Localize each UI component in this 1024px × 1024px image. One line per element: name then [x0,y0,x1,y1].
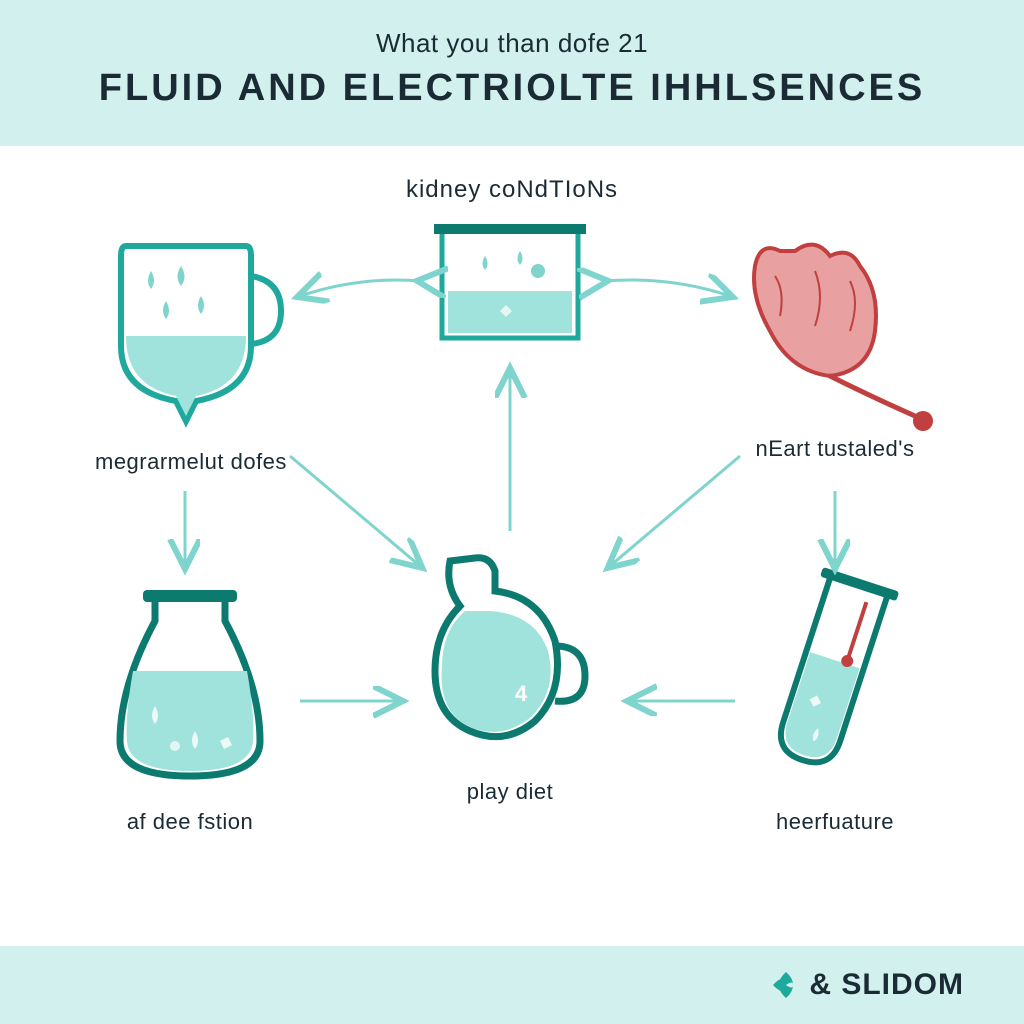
logo-text: & SLIDOM [809,968,964,1002]
diagram-arrows [0,146,1024,906]
page-subtitle: What you than dofe 21 [0,28,1024,59]
diagram-area: kidney coNdTIoNs megrarmelut dofes [0,146,1024,906]
page-title: FLUID AND ELECTRIOLTE IHhLSENCES [0,67,1024,110]
leaf-icon [769,968,803,1002]
footer-band: & SLIDOM [0,946,1024,1024]
header-band: What you than dofe 21 FLUID AND ELECTRIO… [0,0,1024,146]
brand-logo: & SLIDOM [769,968,964,1002]
